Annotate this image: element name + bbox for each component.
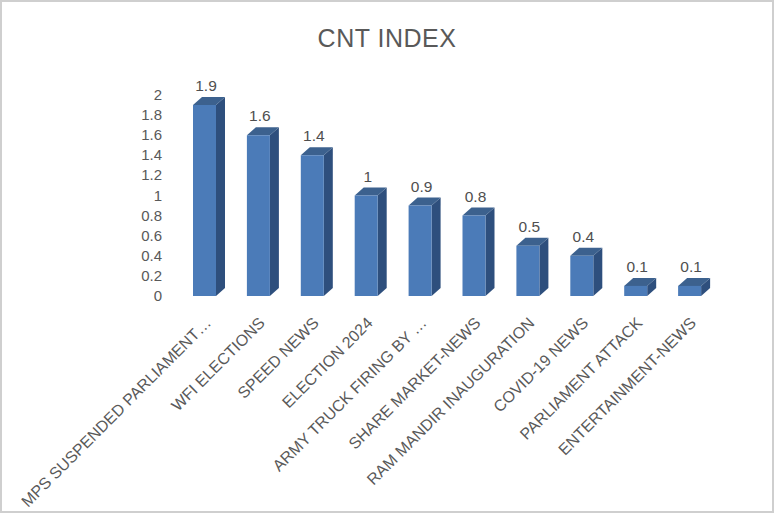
bar-value-label: 1.9 (195, 77, 217, 94)
bar-face[interactable] (516, 246, 539, 296)
y-axis-tick-label: 0.2 (141, 267, 162, 284)
bar-face[interactable] (324, 147, 333, 296)
bar-value-label: 0.5 (519, 218, 541, 235)
bar-value-label: 0.9 (411, 178, 433, 195)
bar-6[interactable] (463, 208, 495, 296)
bar-face[interactable] (463, 216, 486, 296)
bar-value-label: 1.4 (303, 127, 325, 144)
bar-value-label: 1.6 (249, 107, 271, 124)
bar-face[interactable] (570, 256, 593, 296)
y-axis-tick-label: 2 (154, 86, 162, 103)
bar-1[interactable] (193, 97, 225, 296)
y-axis-tick-label: 0.4 (141, 247, 162, 264)
y-axis-tick-label: 0.6 (141, 227, 162, 244)
bar-10[interactable] (678, 278, 710, 296)
bar-value-label: 0.8 (465, 188, 487, 205)
bar-face[interactable] (409, 206, 432, 296)
bar-face[interactable] (216, 97, 225, 296)
bar-face[interactable] (539, 238, 548, 296)
bar-4[interactable] (355, 188, 387, 297)
category-axis-label: WFI ELECTIONS (168, 314, 268, 414)
bar-face[interactable] (355, 196, 378, 297)
bar-value-label: 0.4 (573, 228, 595, 245)
y-axis-tick-label: 1.2 (141, 166, 162, 183)
chart-window: CNT INDEX 21.81.61.41.210.80.60.40.201.9… (0, 0, 774, 513)
bar-face[interactable] (247, 135, 270, 296)
bar-face[interactable] (624, 286, 647, 296)
bar-face[interactable] (678, 286, 701, 296)
bar-face[interactable] (301, 155, 324, 296)
bar-value-label: 0.1 (680, 258, 702, 275)
bar-value-label: 1 (363, 168, 372, 185)
category-axis-label: ELECTION 2024 (279, 314, 376, 411)
bar-8[interactable] (570, 248, 602, 296)
bar-2[interactable] (247, 127, 279, 296)
bar-face[interactable] (432, 198, 441, 296)
bar-chart-plot-area[interactable]: 2 1.8 1.6 1.4 1.2 1 0.8 0.6 0.4 0.2 0 1.9 MPS SUSPEN… (2, 2, 772, 511)
y-axis-tick-label: 1 (154, 187, 162, 204)
bar-face[interactable] (593, 248, 602, 296)
bar-face[interactable] (270, 127, 279, 296)
y-axis-tick-label: 0 (154, 287, 162, 304)
category-axis-label: COVID-19 NEWS (490, 314, 591, 415)
bar-5[interactable] (409, 198, 441, 296)
category-axis-label: MPS SUSPENDED PARLIAMENT… (18, 314, 214, 510)
bar-7[interactable] (516, 238, 548, 296)
bar-face[interactable] (486, 208, 495, 296)
bar-3[interactable] (301, 147, 333, 296)
bar-face[interactable] (378, 188, 387, 297)
bar-value-label: 0.1 (626, 258, 648, 275)
y-axis-tick-label: 0.8 (141, 207, 162, 224)
bar-face[interactable] (193, 105, 216, 296)
y-axis-tick-label: 1.8 (141, 106, 162, 123)
bar-9[interactable] (624, 278, 656, 296)
y-axis-tick-label: 1.4 (141, 146, 162, 163)
y-axis-tick-label: 1.6 (141, 126, 162, 143)
